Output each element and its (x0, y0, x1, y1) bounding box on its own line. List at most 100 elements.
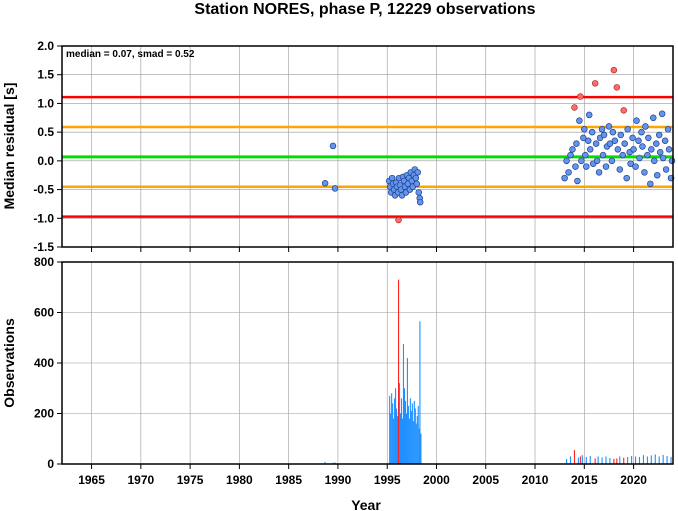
observations-y-tick-label: 800 (34, 255, 54, 269)
residual-y-tick-label: 1.0 (37, 96, 54, 110)
outlier-bar (613, 458, 615, 464)
residual-point (641, 169, 648, 176)
residual-point (664, 126, 672, 133)
residual-point (412, 174, 420, 182)
observation-bar (566, 458, 568, 464)
residual-point (616, 166, 624, 173)
x-tick-label: 1965 (78, 473, 105, 487)
residual-point (574, 177, 581, 185)
residual-point (413, 180, 421, 188)
residual-point (621, 140, 628, 147)
x-tick-label: 2015 (571, 473, 598, 487)
observation-bar (394, 398, 396, 464)
residual-point (638, 128, 645, 136)
residual-point (642, 123, 649, 130)
observation-bar (412, 421, 414, 464)
outlier-bar (616, 458, 618, 464)
observation-bar (646, 456, 648, 464)
residual-point (623, 174, 630, 182)
observation-bar (597, 456, 599, 464)
residual-point (569, 146, 576, 153)
observation-bar (417, 405, 419, 464)
residual-point (629, 134, 636, 142)
observation-bar (324, 461, 326, 464)
residual-x-ticks (91, 247, 635, 252)
observation-bar (627, 456, 629, 464)
x-tick-label: 1990 (325, 473, 352, 487)
x-tick-label: 1985 (275, 473, 302, 487)
residual-point (578, 157, 585, 165)
observation-bar (407, 405, 409, 464)
residual-y-tick-label: 1.5 (37, 68, 54, 82)
residual-point (624, 126, 631, 133)
residual-points (321, 66, 676, 224)
observation-bar (418, 428, 420, 464)
observation-bar (581, 455, 583, 464)
observations-x-ticks: 1965 1970 1975 1980 1985 1990 1995 2000 2005 2010… (78, 464, 647, 487)
residual-point (636, 154, 643, 162)
residual-y-tick-label: -1.0 (33, 211, 54, 225)
residual-point (561, 174, 568, 182)
x-tick-label: 2020 (620, 473, 647, 487)
outlier-point (395, 216, 402, 224)
x-axis-label: Year (351, 497, 381, 511)
observation-bar (631, 455, 633, 464)
observation-bar (650, 455, 652, 464)
residual-point (585, 111, 593, 119)
residual-point (648, 146, 655, 153)
observations-y-tick-label: 200 (34, 407, 54, 421)
observation-bar (397, 416, 399, 464)
observation-bar (415, 423, 417, 464)
residual-y-tick-label: 0.0 (37, 154, 54, 168)
residual-point (656, 148, 664, 156)
residual-point (321, 180, 329, 187)
residual-y-ticks: 2.0 1.5 1.0 0.5 0.0 -0.5 -1.0 -1.5 (33, 39, 62, 254)
observation-bar (658, 456, 660, 464)
observation-bar (662, 454, 664, 464)
observation-bar (404, 400, 406, 464)
observations-y-tick-label: 0 (47, 457, 54, 471)
observations-y-tick-label: 600 (34, 306, 54, 320)
observation-bar (389, 395, 391, 464)
observation-bar (609, 457, 611, 464)
observation-bar (601, 457, 603, 464)
observation-bar (390, 413, 392, 464)
residual-point (573, 140, 580, 147)
residual-point (602, 163, 610, 170)
residual-point (415, 189, 422, 196)
observation-bar (402, 344, 405, 464)
observation-bar (406, 357, 408, 464)
residual-point (639, 143, 646, 150)
outlier-bar (573, 450, 576, 464)
observation-bar (398, 383, 401, 464)
residual-point (662, 166, 670, 173)
observation-bar (569, 456, 572, 464)
residual-point (659, 154, 667, 162)
residual-point (645, 134, 652, 142)
residual-point (331, 185, 339, 192)
observation-bar (409, 398, 411, 464)
observation-bar (399, 413, 402, 464)
outlier-point (591, 80, 599, 87)
residual-point (329, 142, 337, 150)
residual-point (644, 151, 651, 159)
observation-bar (605, 456, 607, 464)
residual-point (652, 140, 660, 147)
residual-point (614, 146, 622, 153)
x-tick-label: 2000 (423, 473, 450, 487)
residual-point (580, 134, 587, 142)
observation-bar (400, 398, 403, 464)
observation-bar (416, 416, 418, 464)
residual-point (598, 126, 606, 133)
residual-point (582, 151, 589, 159)
observation-bar (666, 455, 668, 464)
observation-bar (396, 408, 398, 464)
residual-point (572, 163, 579, 170)
observation-bar (410, 410, 412, 464)
x-tick-label: 1970 (127, 473, 154, 487)
residual-point (583, 163, 590, 170)
residual-point (635, 137, 642, 145)
residual-point (617, 131, 625, 139)
observation-bars (324, 279, 672, 464)
stats-annotation: median = 0.07, smad = 0.52 (66, 49, 195, 60)
